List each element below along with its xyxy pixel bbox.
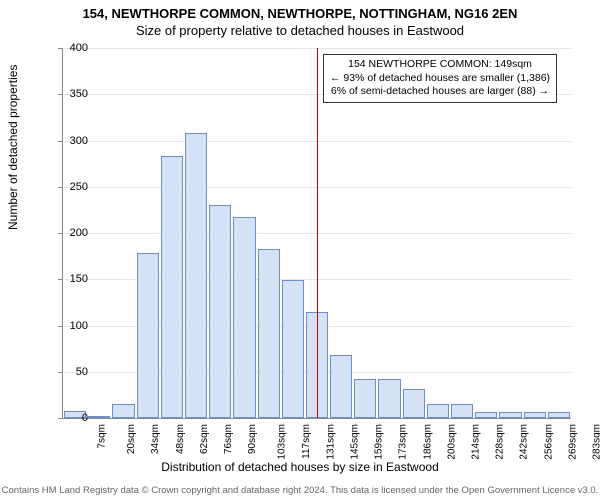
xtick-label: 103sqm <box>277 424 288 460</box>
xtick-label: 48sqm <box>175 424 186 454</box>
histogram-bar <box>112 404 134 418</box>
xtick-label: 200sqm <box>446 424 457 460</box>
xtick-label: 20sqm <box>126 424 137 454</box>
xtick-label: 159sqm <box>374 424 385 460</box>
histogram-bar <box>499 412 521 418</box>
histogram-bar <box>451 404 473 418</box>
xtick-label: 7sqm <box>97 424 108 448</box>
histogram-bar <box>330 355 352 418</box>
ytick-mark <box>58 279 62 280</box>
ytick-label: 150 <box>48 273 88 285</box>
xtick-label: 34sqm <box>150 424 161 454</box>
xtick-label: 62sqm <box>199 424 210 454</box>
ytick-label: 300 <box>48 135 88 147</box>
histogram-bar <box>403 389 425 418</box>
histogram-bar <box>88 416 110 418</box>
histogram-bar <box>475 412 497 418</box>
title-main: 154, NEWTHORPE COMMON, NEWTHORPE, NOTTIN… <box>0 0 600 21</box>
x-axis-label: Distribution of detached houses by size … <box>0 460 600 474</box>
ytick-mark <box>58 372 62 373</box>
histogram-bar <box>378 379 400 418</box>
annotation-line-2: ← 93% of detached houses are smaller (1,… <box>330 72 550 86</box>
xtick-label: 283sqm <box>591 424 600 460</box>
ytick-mark <box>58 48 62 49</box>
ytick-label: 100 <box>48 320 88 332</box>
xtick-label: 186sqm <box>422 424 433 460</box>
xtick-label: 256sqm <box>543 424 554 460</box>
ytick-mark <box>58 94 62 95</box>
title-sub: Size of property relative to detached ho… <box>0 21 600 38</box>
ytick-mark <box>58 418 62 419</box>
histogram-bar <box>233 217 255 418</box>
histogram-bar <box>209 205 231 418</box>
histogram-bar <box>427 404 449 418</box>
plot-area: 154 NEWTHORPE COMMON: 149sqm ← 93% of de… <box>62 48 571 419</box>
annotation-line-3: 6% of semi-detached houses are larger (8… <box>330 85 550 99</box>
ytick-label: 400 <box>48 42 88 54</box>
histogram-bar <box>282 280 304 418</box>
annotation-box: 154 NEWTHORPE COMMON: 149sqm ← 93% of de… <box>323 54 557 103</box>
xtick-label: 173sqm <box>398 424 409 460</box>
ytick-label: 50 <box>48 366 88 378</box>
xtick-label: 145sqm <box>350 424 361 460</box>
ytick-mark <box>58 187 62 188</box>
xtick-label: 90sqm <box>247 424 258 454</box>
ytick-label: 250 <box>48 181 88 193</box>
ytick-mark <box>58 141 62 142</box>
histogram-bar <box>185 133 207 418</box>
ytick-label: 350 <box>48 88 88 100</box>
histogram-bar <box>258 249 280 418</box>
y-axis-label: Number of detached properties <box>6 65 20 230</box>
histogram-bar <box>354 379 376 418</box>
histogram-bar <box>137 253 159 418</box>
histogram-bar <box>161 156 183 418</box>
ytick-mark <box>58 326 62 327</box>
histogram-bar <box>548 412 570 418</box>
ytick-mark <box>58 233 62 234</box>
marker-line <box>317 48 318 418</box>
xtick-label: 131sqm <box>325 424 336 460</box>
xtick-label: 242sqm <box>519 424 530 460</box>
xtick-label: 269sqm <box>567 424 578 460</box>
xtick-label: 214sqm <box>471 424 482 460</box>
chart-container: 154, NEWTHORPE COMMON, NEWTHORPE, NOTTIN… <box>0 0 600 500</box>
histogram-bar <box>524 412 546 418</box>
ytick-label: 200 <box>48 227 88 239</box>
xtick-label: 117sqm <box>300 424 311 459</box>
xtick-label: 76sqm <box>223 424 234 454</box>
ytick-label: 0 <box>48 412 88 424</box>
annotation-line-1: 154 NEWTHORPE COMMON: 149sqm <box>330 58 550 72</box>
attribution-text: Contains HM Land Registry data © Crown c… <box>0 485 600 496</box>
xtick-label: 228sqm <box>495 424 506 460</box>
